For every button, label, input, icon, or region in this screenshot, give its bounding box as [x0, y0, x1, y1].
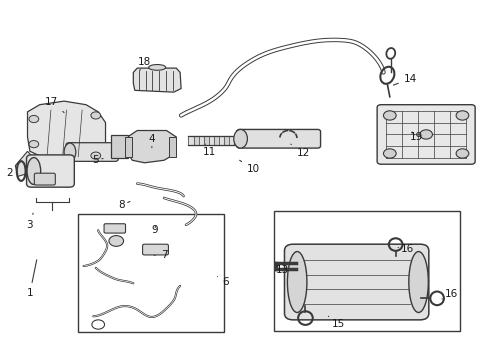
Circle shape [383, 111, 395, 120]
Text: 16: 16 [441, 289, 457, 299]
Polygon shape [219, 136, 224, 145]
FancyBboxPatch shape [111, 135, 128, 158]
Circle shape [455, 149, 468, 158]
FancyBboxPatch shape [236, 130, 320, 148]
Ellipse shape [233, 130, 247, 148]
Circle shape [29, 140, 39, 148]
Text: 7: 7 [154, 250, 167, 260]
FancyBboxPatch shape [66, 143, 118, 161]
Polygon shape [229, 136, 234, 145]
Ellipse shape [408, 252, 427, 312]
Circle shape [29, 116, 39, 123]
Polygon shape [193, 136, 198, 145]
Text: 10: 10 [239, 160, 259, 174]
Ellipse shape [27, 158, 41, 184]
Polygon shape [198, 136, 203, 145]
FancyBboxPatch shape [104, 224, 125, 233]
Text: 1: 1 [26, 260, 37, 298]
Bar [125, 137, 132, 157]
Bar [78, 214, 224, 332]
Text: 9: 9 [151, 225, 157, 235]
Text: 6: 6 [217, 276, 229, 287]
Text: 4: 4 [148, 134, 155, 148]
Circle shape [383, 149, 395, 158]
Bar [168, 137, 176, 157]
Ellipse shape [287, 252, 306, 312]
Text: 16: 16 [397, 244, 414, 254]
Text: 15: 15 [328, 316, 344, 329]
Text: 8: 8 [118, 200, 130, 210]
Text: 18: 18 [138, 57, 151, 71]
Polygon shape [126, 131, 176, 163]
Ellipse shape [148, 64, 165, 70]
Circle shape [455, 111, 468, 120]
FancyBboxPatch shape [34, 173, 55, 185]
Ellipse shape [64, 143, 76, 161]
Circle shape [419, 130, 431, 139]
Circle shape [91, 112, 101, 119]
Polygon shape [188, 136, 193, 145]
Circle shape [109, 235, 123, 246]
Text: 14: 14 [392, 74, 416, 85]
Text: 11: 11 [203, 144, 216, 157]
Polygon shape [133, 68, 181, 92]
Polygon shape [27, 101, 105, 160]
Polygon shape [213, 136, 219, 145]
Polygon shape [239, 136, 244, 145]
Text: 3: 3 [26, 213, 33, 230]
FancyBboxPatch shape [284, 244, 428, 320]
FancyBboxPatch shape [26, 155, 74, 187]
FancyBboxPatch shape [142, 244, 168, 255]
Text: 19: 19 [408, 132, 422, 142]
Text: 2: 2 [6, 164, 18, 178]
Text: 12: 12 [290, 144, 309, 158]
Text: 5: 5 [92, 155, 103, 165]
Bar [273, 211, 459, 331]
Text: 13: 13 [275, 265, 288, 275]
Polygon shape [234, 136, 239, 145]
FancyBboxPatch shape [376, 105, 474, 164]
Polygon shape [208, 136, 213, 145]
Polygon shape [203, 136, 208, 145]
Circle shape [91, 152, 101, 159]
Polygon shape [224, 136, 229, 145]
Text: 17: 17 [45, 97, 64, 113]
Polygon shape [15, 151, 37, 176]
